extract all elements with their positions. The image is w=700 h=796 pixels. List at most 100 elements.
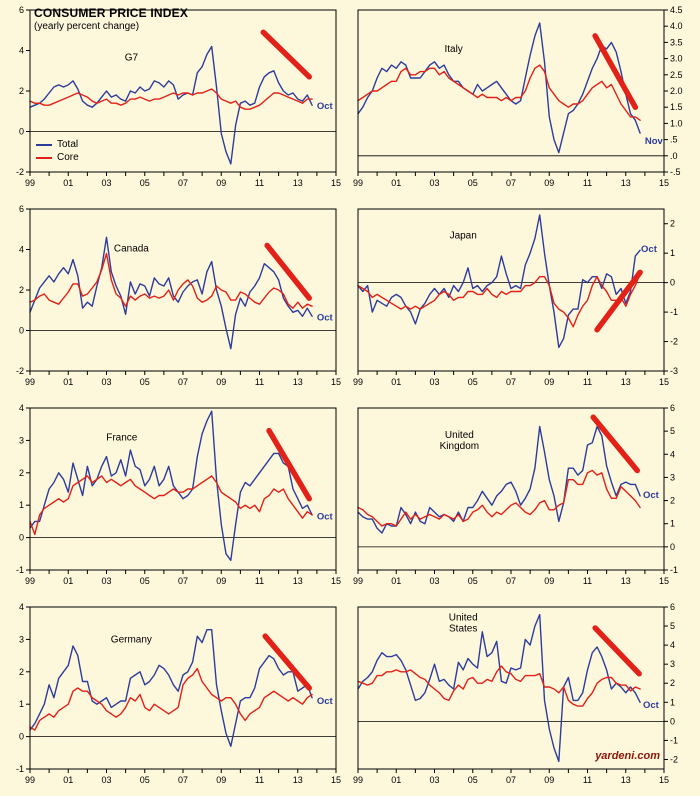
svg-text:09: 09 — [544, 377, 554, 387]
svg-text:07: 07 — [506, 576, 516, 586]
svg-text:11: 11 — [583, 576, 592, 586]
panel-title: Italy — [444, 44, 462, 55]
svg-text:99: 99 — [25, 775, 35, 785]
svg-text:99: 99 — [353, 377, 363, 387]
svg-text:4.0: 4.0 — [670, 21, 683, 31]
end-month-label: Nov — [645, 136, 664, 147]
total-line — [357, 425, 641, 534]
svg-text:07: 07 — [178, 377, 188, 387]
svg-text:13: 13 — [621, 178, 631, 188]
trend-annotation — [590, 414, 640, 474]
svg-text:2.5: 2.5 — [670, 70, 683, 80]
svg-text:13: 13 — [621, 377, 631, 387]
svg-text:3: 3 — [670, 659, 675, 669]
panel-title: Germany — [111, 635, 152, 646]
svg-text:2: 2 — [19, 285, 24, 295]
svg-text:99: 99 — [25, 178, 35, 188]
svg-text:01: 01 — [391, 576, 401, 586]
svg-text:07: 07 — [178, 178, 188, 188]
chart-panel-canada: -2 0 2 4 6 99 01 03 05 07 09 11 13 15 Oct Canada — [16, 204, 341, 387]
plot-border — [357, 9, 665, 173]
legend-item-total: Total — [36, 138, 79, 151]
x-axis: 99 01 03 05 07 09 11 13 15 — [25, 570, 341, 586]
plot-border — [29, 9, 337, 173]
svg-text:09: 09 — [216, 775, 226, 785]
svg-text:13: 13 — [293, 775, 303, 785]
page-title: CONSUMER PRICE INDEX — [34, 6, 189, 20]
svg-text:11: 11 — [583, 775, 592, 785]
total-line — [357, 214, 641, 349]
svg-text:-3: -3 — [670, 366, 678, 376]
svg-text:-1: -1 — [16, 565, 24, 575]
svg-text:07: 07 — [178, 775, 188, 785]
y-axis-left: -1 0 1 2 3 4 — [16, 602, 30, 774]
x-axis: 99 01 03 05 07 09 11 13 15 — [25, 769, 341, 785]
svg-text:6: 6 — [19, 204, 24, 214]
total-line — [357, 613, 641, 763]
core-line — [357, 469, 641, 527]
svg-text:05: 05 — [468, 377, 478, 387]
svg-text:1: 1 — [670, 697, 675, 707]
svg-text:0: 0 — [19, 127, 24, 137]
svg-text:09: 09 — [216, 377, 226, 387]
x-axis: 99 01 03 05 07 09 11 13 15 — [353, 172, 669, 188]
svg-text:01: 01 — [63, 377, 73, 387]
svg-text:03: 03 — [429, 775, 439, 785]
y-axis-right: -3 -2 -1 0 1 2 — [664, 219, 678, 376]
svg-text:01: 01 — [63, 576, 73, 586]
svg-text:15: 15 — [331, 775, 341, 785]
x-axis: 99 01 03 05 07 09 11 13 15 — [353, 570, 669, 586]
svg-text:15: 15 — [659, 377, 669, 387]
svg-text:15: 15 — [331, 576, 341, 586]
plot-border — [357, 208, 665, 372]
svg-text:4: 4 — [19, 602, 24, 612]
svg-text:03: 03 — [429, 576, 439, 586]
svg-text:01: 01 — [63, 775, 73, 785]
svg-text:6: 6 — [670, 403, 675, 413]
svg-text:2: 2 — [19, 667, 24, 677]
panel-title: Japan — [450, 230, 477, 241]
legend-label-core: Core — [57, 152, 79, 163]
y-axis-left: -2 0 2 4 6 — [16, 5, 30, 177]
svg-text:1: 1 — [670, 519, 675, 529]
svg-text:.0: .0 — [670, 151, 678, 161]
svg-text:11: 11 — [255, 178, 264, 188]
svg-text:2.0: 2.0 — [670, 86, 683, 96]
end-month-label: Oct — [641, 244, 658, 255]
svg-text:05: 05 — [468, 576, 478, 586]
svg-text:4: 4 — [670, 640, 675, 650]
svg-text:11: 11 — [583, 178, 592, 188]
svg-text:0: 0 — [670, 716, 675, 726]
svg-text:.5: .5 — [670, 135, 678, 145]
svg-text:05: 05 — [140, 576, 150, 586]
svg-text:3.5: 3.5 — [670, 37, 683, 47]
svg-text:99: 99 — [353, 775, 363, 785]
svg-text:03: 03 — [429, 178, 439, 188]
svg-text:-2: -2 — [16, 167, 24, 177]
legend: Total Core — [36, 138, 79, 164]
svg-text:11: 11 — [255, 576, 264, 586]
svg-text:01: 01 — [391, 775, 401, 785]
svg-text:2: 2 — [19, 86, 24, 96]
svg-text:5: 5 — [670, 426, 675, 436]
svg-text:0: 0 — [19, 732, 24, 742]
svg-text:13: 13 — [621, 775, 631, 785]
svg-text:09: 09 — [216, 576, 226, 586]
svg-text:-2: -2 — [16, 366, 24, 376]
svg-text:11: 11 — [583, 377, 592, 387]
y-axis-right: -.5 .0 .5 1.0 1.5 2.0 2.5 3.0 3.5 4.0 4.5 — [664, 5, 683, 177]
total-line — [29, 45, 313, 165]
svg-text:15: 15 — [659, 576, 669, 586]
svg-text:4.5: 4.5 — [670, 5, 683, 15]
panel-title: United — [449, 612, 478, 623]
trend-annotation — [266, 427, 312, 502]
svg-text:01: 01 — [391, 377, 401, 387]
svg-text:09: 09 — [544, 576, 554, 586]
svg-text:05: 05 — [468, 775, 478, 785]
svg-text:03: 03 — [429, 377, 439, 387]
plot-border — [29, 407, 337, 571]
